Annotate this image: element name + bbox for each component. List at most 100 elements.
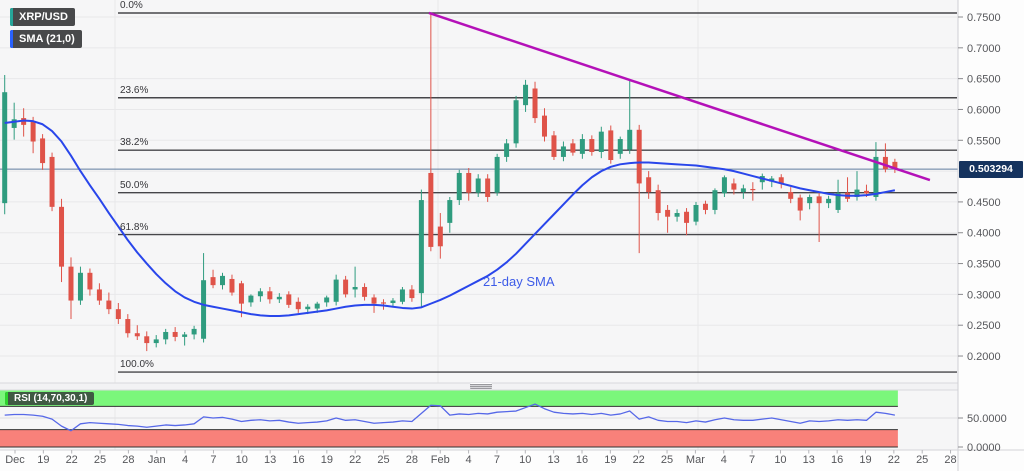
rsi-overbought-band (0, 389, 898, 407)
chart-pane-bg[interactable] (0, 0, 958, 450)
candle (333, 279, 339, 302)
grid-layer (0, 0, 958, 450)
x-axis-tick-label: 25 (916, 454, 928, 466)
candle (816, 196, 822, 204)
candle (314, 303, 320, 309)
y-axis-tick-label: 0.6500 (967, 74, 1001, 86)
y-axis-tick-label: 0.3500 (967, 259, 1001, 271)
sma-line[interactable] (4, 119, 896, 317)
fib-level-label: 23.6% (120, 84, 149, 96)
candle (721, 177, 727, 194)
x-axis-tick-label: 19 (37, 454, 49, 466)
candle (40, 138, 46, 164)
candle (96, 289, 102, 301)
rsi-line (4, 403, 895, 432)
price-axis[interactable]: 0.7500 0.7000 0.6500 0.6000 0.5500 0.4500 0.40… (958, 12, 1007, 454)
y-axis-tick-label: 0.4500 (967, 197, 1001, 209)
x-axis-tick-label: 13 (548, 454, 560, 466)
candle (324, 297, 330, 303)
x-axis-tick-label: 22 (66, 454, 78, 466)
candle (220, 275, 226, 286)
x-axis-tick-label: 16 (292, 454, 304, 466)
candle (447, 200, 453, 223)
candle (106, 300, 112, 310)
candle (712, 190, 718, 210)
candle (873, 156, 879, 197)
candle (409, 289, 415, 299)
rsi-panel[interactable] (0, 389, 958, 448)
candle (646, 177, 652, 193)
candle (248, 295, 254, 303)
pane-resize-handle[interactable] (470, 383, 492, 389)
candle (485, 178, 491, 197)
price-axis-pane[interactable] (958, 0, 1024, 471)
sma-accent-bar (10, 30, 13, 48)
symbol-label: XRP/USD (19, 11, 68, 23)
x-axis-tick-label: 4 (182, 454, 188, 466)
symbol-badge[interactable]: XRP/USD (10, 8, 75, 26)
x-axis-tick-label: 16 (831, 454, 843, 466)
candle (627, 129, 633, 150)
candle (229, 278, 235, 293)
x-axis-tick-label: 4 (466, 454, 472, 466)
candle (504, 143, 510, 157)
candle (381, 302, 386, 304)
x-axis-tick-label: 19 (859, 454, 871, 466)
x-axis-tick-label: Jan (148, 454, 166, 466)
x-axis-tick-label: 10 (236, 454, 248, 466)
x-axis-tick-label: 28 (122, 454, 134, 466)
date-axis[interactable]: Dec 19 22 25 28 Jan 4 7 10 13 16 19 22 25 28 Feb 4 7 10 13 1… (5, 450, 957, 466)
y-axis-tick-label: 0.2500 (967, 320, 1001, 332)
candle (589, 139, 595, 152)
x-axis-tick-label: 13 (803, 454, 815, 466)
fib-level-label: 38.2% (120, 137, 149, 149)
candle (797, 197, 803, 211)
symbol-accent-bar (10, 8, 13, 26)
candle (68, 266, 74, 301)
x-axis-tick-label: Dec (5, 454, 25, 466)
sma-indicator-label: SMA (21,0) (19, 33, 75, 45)
candle (541, 115, 547, 137)
x-axis-tick-label: 13 (264, 454, 276, 466)
candle (788, 192, 794, 199)
sma-annotation-text: 21-day SMA (483, 274, 555, 289)
candle (362, 286, 368, 297)
x-axis-tick-label: 28 (406, 454, 418, 466)
candle (134, 333, 140, 337)
candle (172, 331, 178, 337)
rsi-axis-tick-label: 0.0000 (967, 442, 1001, 454)
candle (636, 129, 642, 184)
x-axis-tick-label: 7 (494, 454, 500, 466)
candle (30, 121, 36, 142)
candle (153, 339, 159, 344)
x-axis-tick-label: 22 (888, 454, 900, 466)
candle (87, 272, 93, 290)
sma-indicator-badge[interactable]: SMA (21,0) (10, 30, 82, 48)
candle (778, 177, 784, 184)
candle (466, 172, 472, 193)
candle (475, 178, 481, 193)
candle (115, 309, 121, 320)
candle (77, 272, 83, 301)
candle (523, 84, 529, 106)
candle (456, 172, 462, 201)
candle (201, 280, 207, 339)
y-axis-tick-label: 0.4000 (967, 228, 1001, 240)
date-axis-pane[interactable] (0, 450, 958, 471)
candle (418, 200, 424, 294)
candle (598, 131, 604, 152)
x-axis-tick-label: 22 (633, 454, 645, 466)
candle (125, 319, 131, 334)
candle (295, 301, 301, 310)
candle (286, 294, 292, 305)
candle (267, 291, 273, 300)
descending-trendline[interactable] (428, 11, 931, 182)
y-axis-tick-label: 0.7500 (967, 12, 1001, 24)
candle (371, 297, 377, 304)
candle (740, 188, 746, 193)
candle (210, 277, 216, 286)
rsi-indicator-badge[interactable]: RSI (14,70,30,1) (5, 392, 95, 405)
candle (750, 188, 756, 191)
